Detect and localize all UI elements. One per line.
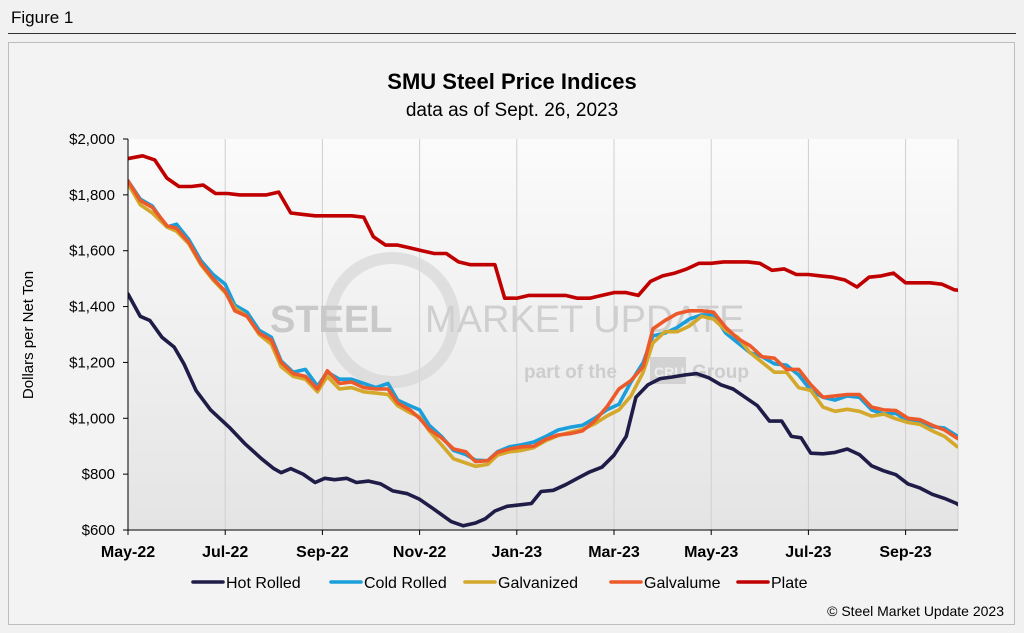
legend-label-galvalume: Galvalume [644,575,721,592]
chart-title: SMU Steel Price Indices [387,69,636,94]
x-tick-label: Jan-23 [491,544,542,561]
chart-subtitle: data as of Sept. 26, 2023 [406,100,618,121]
y-axis-label: Dollars per Net Ton [20,271,37,399]
series-line-plate [128,154,958,300]
legend-label-galvanized: Galvanized [498,575,578,592]
series-line-hot-rolled [128,292,958,528]
series-line-galvalume [128,179,958,464]
y-tick-label: $1,200 [69,354,115,371]
x-axis: May-22 Jul-22 Sep-22 Nov-22 Jan-23 Mar-23 May-… [101,529,958,561]
legend-label-cold-rolled: Cold Rolled [364,575,447,592]
series-lines [128,154,958,528]
watermark-ring [324,252,460,388]
y-tick-label: $600 [82,522,115,539]
y-tick-label: $1,800 [69,187,115,204]
y-tick-label: $1,600 [69,243,115,260]
x-tick-label: Sep-22 [296,544,349,561]
figure-rule [8,33,1016,34]
x-tick-label: May-22 [101,544,155,561]
x-tick-label: Mar-23 [588,544,640,561]
legend: Hot Rolled Cold Rolled Galvanized Galvalume… [191,575,808,592]
y-tick-label: $1,400 [69,299,115,316]
y-tick-label: $1,000 [69,410,115,427]
y-axis: $600 $800 $1,000 $1,200 $1,400 $1,600 $1,800 $2… [69,131,129,539]
watermark-steel: STEEL [270,299,392,341]
x-tick-label: Jul-23 [785,544,831,561]
credit: © Steel Market Update 2023 [827,603,1004,619]
y-tick-label: $2,000 [69,131,115,148]
x-tick-label: Sep-23 [879,544,932,561]
legend-label-plate: Plate [771,575,808,592]
figure-label: Figure 1 [11,8,74,27]
legend-label-hot-rolled: Hot Rolled [226,575,301,592]
y-tick-label: $800 [82,466,115,483]
series-line-cold-rolled [128,179,958,463]
watermark-group: Group [692,362,749,383]
x-tick-label: Jul-22 [202,544,248,561]
x-tick-label: May-23 [684,544,738,561]
watermark-part-of: part of the [524,362,617,383]
x-tick-label: Nov-22 [393,544,446,561]
